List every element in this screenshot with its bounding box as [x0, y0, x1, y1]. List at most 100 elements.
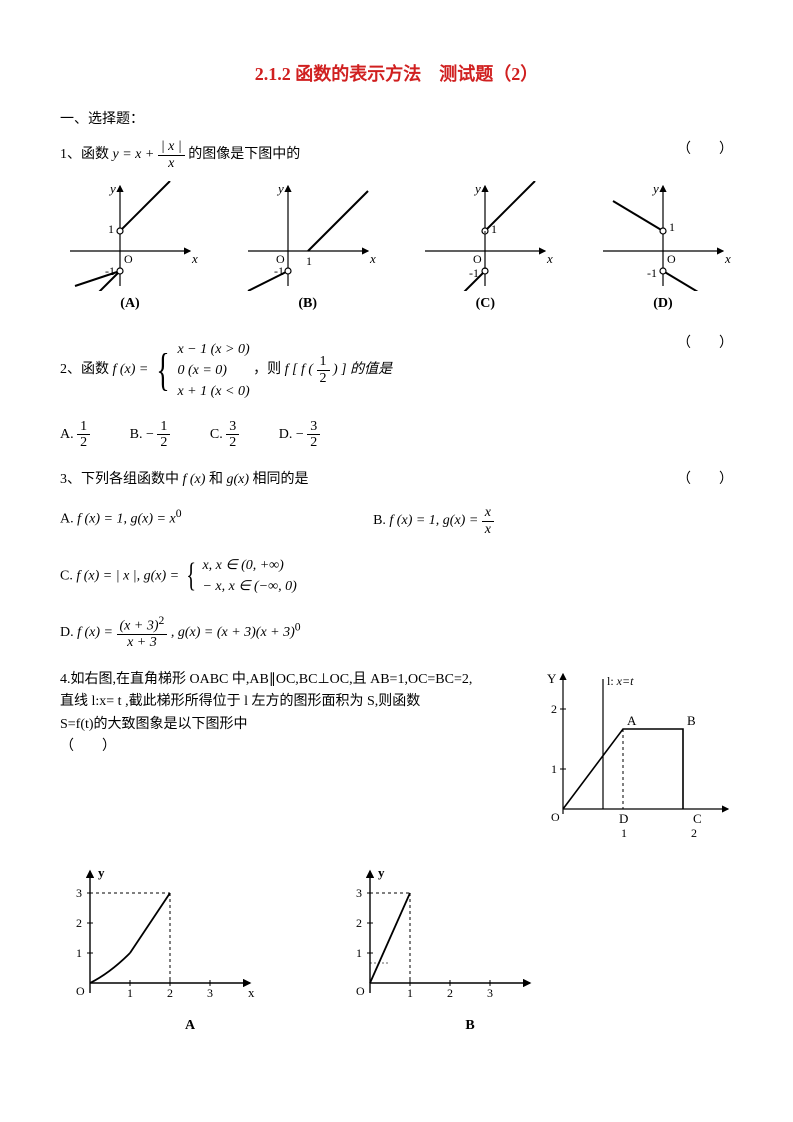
svg-text:1: 1 — [356, 946, 362, 960]
q4-y1: 1 — [551, 762, 557, 776]
graph-c-svg: x y O 1 -1 — [415, 181, 555, 291]
q2-opt-b: B. − 12 — [130, 419, 171, 451]
q3-a-expr: f (x) = 1, g(x) = x — [77, 512, 176, 527]
q4-B: B — [687, 713, 696, 728]
svg-text:y: y — [473, 181, 481, 196]
q2-case3: x + 1 (x < 0) — [177, 381, 249, 402]
q1-label-c: (C) — [415, 293, 555, 315]
q2-prefix: 2、函数 — [60, 362, 109, 377]
q2d-den: 2 — [307, 435, 320, 450]
q1-prefix: 1、函数 — [60, 147, 109, 162]
svg-text:-1: -1 — [647, 266, 657, 280]
q3-and: 和 — [209, 472, 223, 487]
svg-text:2: 2 — [447, 986, 453, 1000]
q4-x1: 1 — [621, 826, 627, 839]
q2-b-neg: − — [146, 427, 154, 442]
q2-d-neg: − — [296, 427, 304, 442]
q2-ff-end: ) ] 的值是 — [333, 362, 392, 377]
q4-xt: x=t — [616, 674, 634, 688]
q3-suffix: 相同的是 — [252, 472, 308, 487]
svg-text:2: 2 — [356, 916, 362, 930]
q2-half: 1 2 — [317, 354, 330, 386]
q2-brace: { x − 1 (x > 0) 0 (x = 0) x + 1 (x < 0) — [152, 333, 250, 407]
page-title: 2.1.2 函数的表示方法 测试题（2） — [60, 60, 733, 89]
q4-Y: Y — [547, 671, 557, 686]
q3-d-label: D. — [60, 625, 74, 640]
q2b-num: 1 — [157, 419, 170, 435]
q3-b-fx: f (x) = 1, g(x) = — [389, 513, 481, 528]
q4-opt-a-svg: y x O 1 2 3 1 2 3 — [60, 863, 260, 1013]
q2b-den: 2 — [157, 435, 170, 450]
q2-options: A. 12 B. − 12 C. 32 D. − 32 — [60, 419, 733, 451]
q3-c-case1: x, x ∈ (0, +∞) — [202, 555, 296, 576]
q4-text-block: 4.如右图,在直角梯形 OABC 中,AB∥OC,BC⊥OC,且 AB=1,OC… — [60, 669, 523, 759]
svg-text:x: x — [724, 251, 731, 266]
q3d-den: x + 3 — [117, 635, 168, 650]
q1-label-d: (D) — [593, 293, 733, 315]
q4-line1: 4.如右图,在直角梯形 OABC 中,AB∥OC,BC⊥OC,且 AB=1,OC… — [60, 669, 523, 691]
section-1-header: 一、选择题： — [60, 109, 733, 131]
q4-opt-b-svg: y O 1 2 3 1 2 3 — [340, 863, 540, 1013]
q3-fx: f (x) — [183, 472, 206, 487]
svg-text:y: y — [98, 865, 105, 880]
q2c-num: 3 — [226, 419, 239, 435]
svg-text:3: 3 — [207, 986, 213, 1000]
q4-A: A — [627, 713, 637, 728]
q2a-num: 1 — [77, 419, 90, 435]
q3-c-fx: f (x) = | x |, g(x) = — [76, 568, 179, 583]
question-3: 3、下列各组函数中 f (x) 和 g(x) 相同的是 （ ） — [60, 469, 733, 491]
q1-graph-c: x y O 1 -1 (C) — [415, 181, 555, 315]
q3-gx: g(x) — [226, 472, 249, 487]
q2-half-num: 1 — [317, 354, 330, 370]
svg-text:y: y — [276, 181, 284, 196]
q3-d-sup: 0 — [295, 621, 301, 634]
q3-opt-a: A. f (x) = 1, g(x) = x0 — [60, 505, 370, 531]
q2d-num: 3 — [307, 419, 320, 435]
graph-b-svg: x y O 1 -1 — [238, 181, 378, 291]
q3-text: 3、下列各组函数中 — [60, 472, 179, 487]
q1-frac-num: | x | — [158, 139, 185, 155]
q2-half-den: 2 — [317, 371, 330, 386]
q4-opt-a-label: A — [120, 1015, 260, 1037]
svg-text:O: O — [667, 252, 676, 266]
q2-opt-d: D. − 32 — [279, 419, 321, 451]
q4-opt-b: y O 1 2 3 1 2 3 B — [340, 863, 540, 1037]
q3-opt-c: C. f (x) = | x |, g(x) = { x, x ∈ (0, +∞… — [60, 549, 733, 603]
svg-text:1: 1 — [669, 220, 675, 234]
q3b-den: x — [482, 522, 494, 537]
svg-text:y: y — [651, 181, 659, 196]
q3-c-case2: − x, x ∈ (−∞, 0) — [202, 576, 296, 597]
svg-text:1: 1 — [491, 222, 497, 236]
q4-diagram: Y O l: x=t A B D C 1 2 1 2 — [533, 669, 733, 839]
q1-suffix: 的图像是下图中的 — [188, 147, 300, 162]
q4-line3: S=f(t)的大致图象是以下图形中 — [60, 714, 523, 736]
q1-frac-den: x — [158, 156, 185, 171]
q4-option-graphs: y x O 1 2 3 1 2 3 A y O 1 2 3 — [60, 863, 733, 1037]
q4-D: D — [619, 811, 628, 826]
q2-a-label: A. — [60, 427, 74, 442]
svg-text:x: x — [369, 251, 376, 266]
question-4: 4.如右图,在直角梯形 OABC 中,AB∥OC,BC⊥OC,且 AB=1,OC… — [60, 669, 733, 839]
q2-opt-a: A. 12 — [60, 419, 90, 451]
question-2: 2、函数 f (x) = { x − 1 (x > 0) 0 (x = 0) x… — [60, 333, 733, 407]
q3-a-sup: 0 — [176, 507, 182, 520]
svg-text:x: x — [248, 985, 255, 1000]
q2-case1: x − 1 (x > 0) — [177, 339, 249, 360]
svg-text:O: O — [473, 252, 482, 266]
q4-opt-a: y x O 1 2 3 1 2 3 A — [60, 863, 260, 1037]
q4-line2: 直线 l:x= t ,截此梯形所得位于 l 左方的图形面积为 S,则函数 — [60, 691, 523, 713]
q3d-num-base: (x + 3) — [120, 619, 159, 634]
q1-graph-d: x y O 1 -1 (D) — [593, 181, 733, 315]
q1-graph-b: x y O 1 -1 (B) — [238, 181, 378, 315]
q2-opt-c: C. 32 — [210, 419, 239, 451]
svg-text:2: 2 — [76, 916, 82, 930]
q4-x2: 2 — [691, 826, 697, 839]
svg-text:O: O — [356, 984, 365, 998]
q2-fx: f (x) = — [113, 362, 149, 377]
q1-label-b: (B) — [238, 293, 378, 315]
q1-label-a: (A) — [60, 293, 200, 315]
q3-d-gx: , g(x) = (x + 3)(x + 3) — [171, 625, 295, 640]
svg-text:-1: -1 — [105, 264, 115, 278]
q2a-den: 2 — [77, 435, 90, 450]
q3-opt-b: B. f (x) = 1, g(x) = xx — [373, 505, 683, 537]
